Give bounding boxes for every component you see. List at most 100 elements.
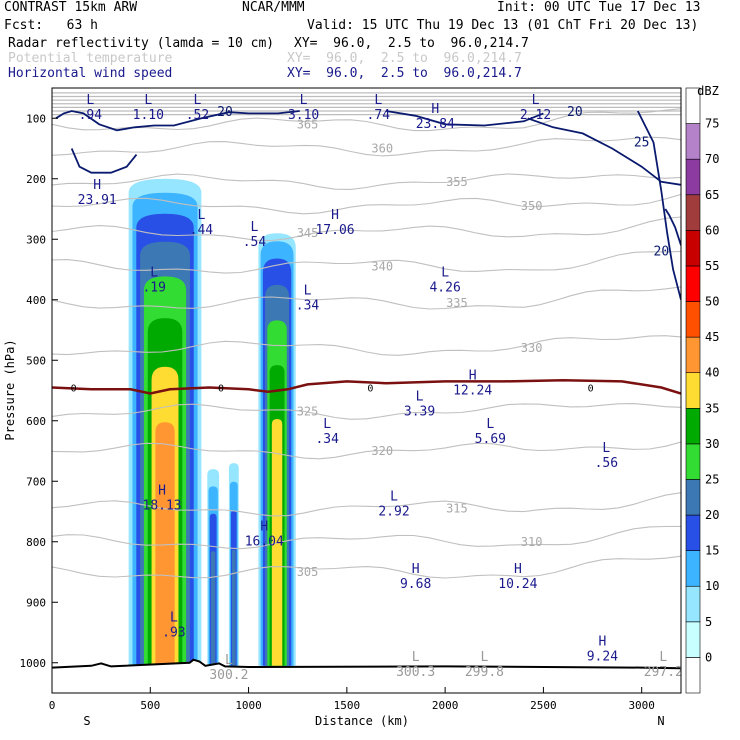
extremum-type: H: [514, 562, 522, 577]
extremum-value: 1.10: [133, 108, 164, 123]
freezing-level-label: 0: [218, 383, 224, 394]
colorbar-level-label: 60: [705, 223, 719, 237]
extremum-value: .44: [190, 223, 214, 238]
colorbar-swatch: [685, 301, 701, 338]
extremum-type: H: [598, 635, 606, 650]
colorbar-swatch: [685, 372, 701, 409]
colorbar-swatch: [685, 123, 701, 160]
colorbar-level-label: 5: [705, 615, 712, 629]
y-tick-label: 600: [26, 415, 46, 428]
colorbar-level-label: 75: [705, 117, 719, 131]
extremum-value: 300.3: [396, 665, 435, 680]
extremum-type: L: [486, 417, 494, 432]
freezing-level-layer: 0 0 0 0: [52, 378, 681, 395]
field-reflectivity: Radar reflectivity (lamda = 10 cm): [8, 36, 275, 51]
extremum-value: 4.26: [429, 281, 460, 296]
freezing-level-line: [52, 378, 681, 395]
isentrope-label: 335: [446, 296, 468, 310]
y-axis-label: Pressure (hPa): [3, 339, 17, 440]
colorbar-level-label: 0: [705, 650, 712, 664]
isentrope-line: [52, 403, 681, 420]
wind-contour-label: 20: [567, 105, 583, 120]
extremum-value: 9.68: [400, 577, 431, 592]
colorbar-unit: dBZ: [697, 84, 719, 98]
potential-temperature-layer: 365 360 355 350 345 340 335 330 325 320 315 310 305: [52, 92, 681, 579]
plot-frame: [51, 87, 682, 694]
extremum-type: L: [225, 653, 233, 668]
extremum-type: L: [481, 650, 489, 665]
forecast-hour: Fcst: 63 h: [4, 18, 98, 33]
y-tick-label: 500: [26, 354, 46, 367]
wind-contour-label: 25: [634, 135, 650, 150]
colorbar-level-label: 40: [705, 366, 719, 380]
reflectivity-layer: [128, 178, 296, 666]
colorbar-swatch: [685, 158, 701, 196]
extremum-value: .94: [79, 108, 103, 123]
terrain-layer: [52, 658, 681, 693]
isentrope-line: [52, 136, 681, 157]
extremum-type: L: [197, 208, 205, 223]
isentrope-line: [52, 555, 681, 579]
wind-contour: [70, 148, 138, 174]
isentrope-line: [52, 250, 681, 274]
colorbar-level-label: 25: [705, 472, 719, 486]
isentrope-line: [52, 335, 681, 356]
isentrope-label: 355: [446, 175, 468, 189]
extremum-type: L: [532, 93, 540, 108]
isentrope-line: [52, 193, 681, 215]
extremum-value: .19: [142, 281, 165, 296]
extremum-type: H: [331, 208, 339, 223]
extremum-type: L: [659, 650, 667, 665]
wind-contour: [527, 117, 681, 186]
extremum-value: 297.2: [644, 665, 683, 680]
x-tick-label: 3000: [628, 699, 655, 712]
x-axis-south-label: S: [83, 714, 90, 728]
extremum-value: .74: [367, 108, 391, 123]
extremum-type: L: [304, 284, 312, 299]
wind-contour: [664, 208, 681, 246]
colorbar: 0 5 10 15 20 25 30 35 40 45 50 55 60 65 70 75: [685, 87, 719, 694]
freezing-level-label: 0: [367, 383, 373, 394]
colorbar-swatch: [685, 657, 701, 694]
colorbar-swatch: [685, 230, 701, 267]
x-tick-label: 2500: [530, 699, 557, 712]
extremum-type: L: [602, 441, 610, 456]
isentrope-label: 365: [297, 117, 319, 131]
isentrope-line: [52, 492, 681, 517]
wind-contour: [386, 110, 544, 127]
extremum-value: 17.06: [315, 223, 354, 238]
colorbar-level-label: 45: [705, 330, 719, 344]
x-axis-label: Distance (km): [315, 714, 409, 728]
reflectivity-shell: [232, 549, 236, 666]
extremum-value: .93: [162, 625, 185, 640]
isentrope-line: [52, 286, 681, 310]
isentrope-line: [52, 216, 681, 242]
terrain-mask: [52, 659, 681, 693]
isentrope-label: 325: [297, 405, 319, 419]
isentrope-label: 315: [446, 501, 468, 515]
x-tick-label: 1000: [235, 699, 262, 712]
extremum-value: 3.39: [404, 405, 435, 420]
extremum-value: 2.12: [520, 108, 551, 123]
colorbar-swatch: [685, 407, 701, 445]
extremum-type: L: [390, 489, 398, 504]
extremum-type: L: [86, 93, 94, 108]
extremum-value: 18.13: [143, 498, 182, 513]
isentrope-line: [52, 525, 681, 550]
colorbar-swatch: [685, 265, 701, 302]
y-tick-label: 800: [26, 536, 46, 549]
extremum-value: .54: [243, 235, 267, 250]
extremum-value: 299.8: [465, 665, 504, 680]
extremum-type: H: [158, 483, 166, 498]
colorbar-level-label: 20: [705, 508, 719, 522]
x-tick-label: 0: [49, 699, 56, 712]
extremum-value: 300.2: [209, 668, 248, 683]
wind-speed-layer: 20 20 25 20: [55, 105, 681, 301]
colorbar-level-label: 10: [705, 579, 719, 593]
isentrope-label: 360: [371, 142, 393, 156]
extremum-type: L: [251, 220, 259, 235]
extremum-type: L: [300, 93, 308, 108]
extremum-type: H: [431, 102, 439, 117]
x-tick-label: 1500: [334, 699, 361, 712]
colorbar-swatch: [685, 194, 701, 231]
